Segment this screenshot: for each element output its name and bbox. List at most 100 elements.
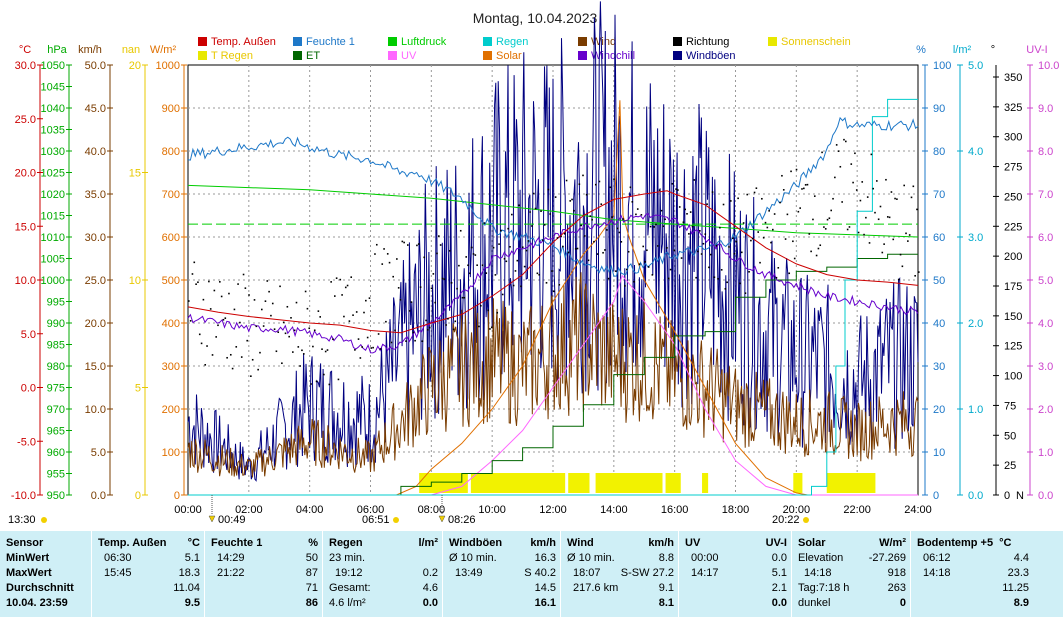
gust-current: 16.1 — [534, 597, 556, 609]
direction-dot — [759, 261, 761, 264]
axis-tick-label: 50 — [1004, 430, 1016, 442]
direction-dot — [711, 191, 714, 193]
axis-tick-label: 2.0 — [1038, 404, 1053, 416]
direction-dot — [255, 325, 258, 328]
direction-dot — [529, 211, 531, 213]
direction-dot — [403, 241, 405, 244]
sun-moon-markers: 13:30 00:49 06:51 08:26 20:22 — [8, 495, 809, 526]
x-axis: 00:00 02:00 04:00 06:00 08:00 10:00 12:00 14:00… — [174, 504, 932, 516]
axis-unit: l/m² — [953, 44, 972, 56]
direction-dot — [262, 325, 265, 327]
direction-dot — [421, 340, 424, 343]
direction-dot — [436, 252, 438, 255]
direction-dot — [830, 209, 832, 212]
direction-dot — [815, 254, 818, 257]
axis-tick-label: 10 — [933, 447, 945, 459]
direction-dot — [881, 251, 884, 254]
direction-dot — [525, 249, 528, 252]
axis-tick-label: 200 — [1004, 251, 1022, 263]
axis-tick-label: 4.0 — [1038, 318, 1053, 330]
marker-label: 20:22 — [772, 514, 800, 526]
direction-dot — [556, 237, 559, 239]
axis-tick-label: 300 — [1004, 132, 1022, 144]
direction-dot — [813, 195, 816, 197]
soil-min: 4.4 — [1013, 552, 1029, 564]
hum-max-time: 21:22 — [217, 567, 245, 579]
direction-dot — [405, 340, 407, 342]
direction-dot — [582, 174, 584, 177]
direction-dot — [903, 184, 905, 187]
direction-dot — [399, 298, 402, 301]
direction-dot — [308, 327, 311, 330]
direction-dot — [454, 320, 457, 323]
direction-dot — [908, 234, 911, 236]
direction-dot — [198, 333, 201, 336]
legend-swatch — [578, 51, 587, 60]
direction-dot — [511, 213, 513, 216]
direction-dot — [224, 317, 227, 319]
soil-max: 23.3 — [1007, 567, 1029, 579]
legend-label: Temp. Außen — [211, 36, 276, 48]
direction-dot — [799, 207, 801, 209]
direction-dot — [235, 346, 238, 348]
wind-title: Wind — [567, 537, 594, 549]
direction-dot — [620, 241, 623, 243]
x-tick-label: 14:00 — [600, 504, 628, 516]
direction-dot — [693, 179, 696, 181]
direction-dot — [890, 191, 893, 193]
direction-dot — [317, 310, 320, 312]
axis-north-label: N — [1016, 490, 1024, 502]
direction-dot — [416, 244, 418, 247]
axis-tick-label: 5.0 — [968, 60, 983, 72]
direction-dot — [682, 221, 685, 224]
axis-tick-label: 20 — [129, 60, 141, 72]
direction-dot — [445, 324, 447, 326]
axis-tick-label: 0.0 — [21, 383, 36, 395]
direction-dot — [600, 203, 603, 205]
axis-tick-label: 5 — [135, 383, 141, 395]
direction-dot — [558, 284, 561, 286]
legend-label: Sonnenschein — [781, 36, 851, 48]
direction-dot — [604, 249, 606, 251]
axis-tick-label: 1000 — [156, 60, 180, 72]
direction-dot — [574, 248, 577, 250]
direction-dot — [226, 356, 228, 359]
direction-dot — [288, 335, 290, 338]
direction-dot — [343, 315, 345, 318]
direction-dot — [633, 280, 635, 283]
legend-swatch — [198, 37, 207, 46]
rain-r1-label: 23 min. — [329, 552, 366, 564]
uv-avg: 2.1 — [771, 582, 787, 594]
direction-dot — [459, 229, 462, 232]
direction-dot — [313, 329, 316, 332]
direction-dot — [594, 183, 597, 186]
direction-dot — [832, 197, 834, 200]
solar-r1-value: -27.269 — [868, 552, 906, 564]
direction-dot — [330, 281, 332, 283]
direction-dot — [910, 196, 913, 199]
direction-dot — [636, 208, 639, 210]
stats-soil-column: Bodentemp +5 °C 06:12 4.4 14:18 23.3 11.25 … — [911, 531, 1063, 617]
direction-dot — [775, 276, 778, 279]
direction-dot — [281, 362, 283, 365]
axis-tick-label: 1025 — [41, 168, 65, 180]
soil-title: Bodentemp +5 — [917, 537, 994, 549]
direction-dot — [649, 225, 652, 228]
x-tick-label: 04:00 — [296, 504, 324, 516]
marker-moon-icon — [208, 515, 216, 523]
axis-tick-label: 250 — [1004, 191, 1022, 203]
direction-dot — [781, 174, 783, 177]
direction-dot — [231, 367, 234, 370]
direction-dot — [494, 274, 497, 276]
direction-dot — [244, 287, 247, 289]
axis-unit: km/h — [78, 44, 102, 56]
series-line — [188, 98, 918, 496]
direction-dot — [755, 187, 758, 189]
direction-dot — [671, 182, 674, 185]
direction-dot — [282, 321, 285, 324]
direction-dot — [211, 354, 214, 356]
legend-label: Feuchte 1 — [306, 36, 355, 48]
axis-unit: W/m² — [150, 44, 177, 56]
marker-sun-icon — [803, 517, 809, 523]
direction-dot — [739, 282, 741, 285]
